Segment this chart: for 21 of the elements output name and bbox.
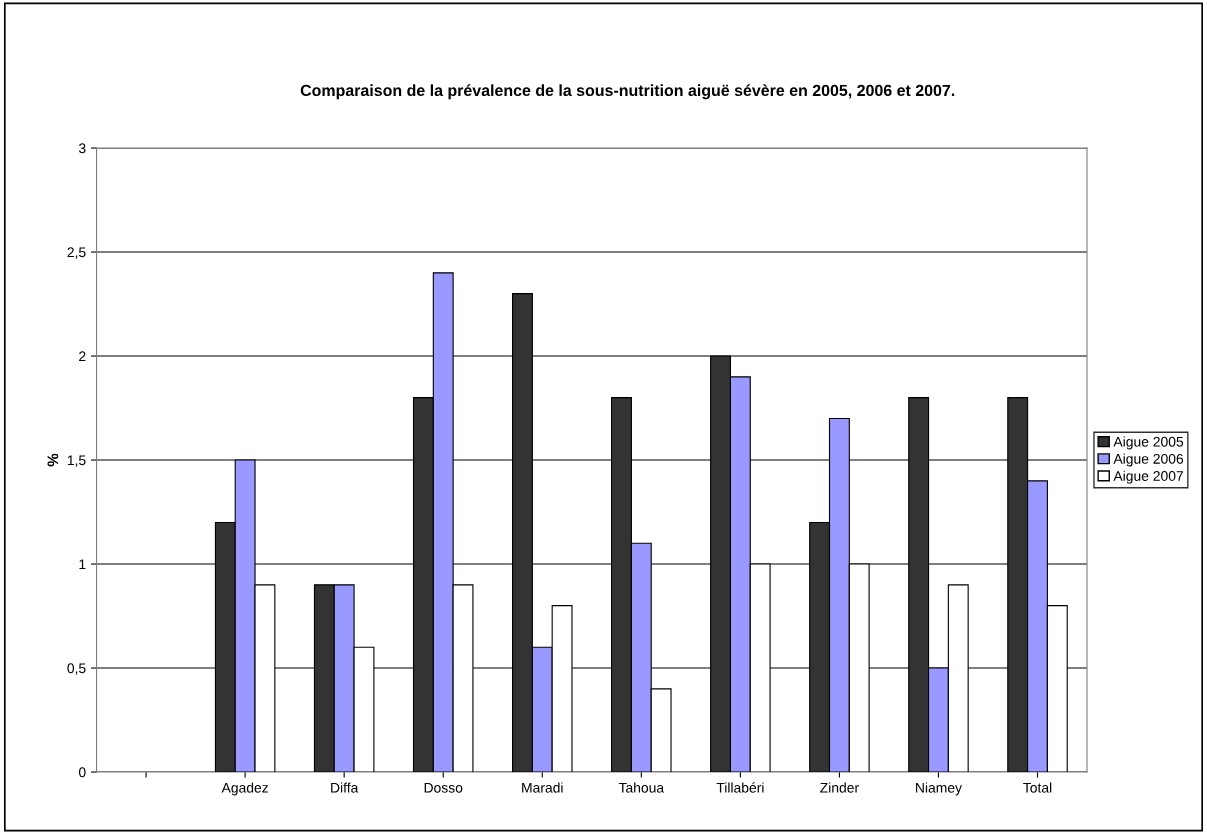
- y-tick-label: 1: [79, 559, 86, 570]
- x-tick-label: Agadez: [221, 782, 268, 796]
- x-tick-label: Tillabéri: [716, 782, 764, 793]
- x-tick-label: Total: [1023, 782, 1052, 793]
- x-tick-label: Diffa: [331, 782, 359, 793]
- chart-title: Comparaison de la prévalence de la sous-nutrition aiguë sévère en 2005, 2006 et 2007.: [300, 84, 955, 100]
- y-tick-label: 2,5: [67, 247, 86, 259]
- legend-label: Aigue 2005: [1113, 436, 1184, 450]
- y-tick-label: 1,5: [67, 455, 86, 467]
- y-tick-label: 2: [79, 351, 86, 362]
- x-tick-label: Maradi: [522, 782, 563, 793]
- x-tick-label: Niamey: [916, 782, 962, 796]
- x-tick-label: Tahoua: [618, 782, 665, 793]
- y-tick-label: 0: [78, 767, 86, 778]
- legend-label: Aigue 2007: [1113, 470, 1183, 484]
- y-axis-title: %: [47, 453, 59, 467]
- y-tick-label: 0,5: [67, 663, 86, 675]
- y-tick-label: 3: [78, 143, 86, 154]
- x-tick-label: Zinder: [820, 782, 859, 793]
- legend-label: Aigue 2006: [1113, 453, 1184, 467]
- x-tick-label: Dosso: [424, 782, 463, 793]
